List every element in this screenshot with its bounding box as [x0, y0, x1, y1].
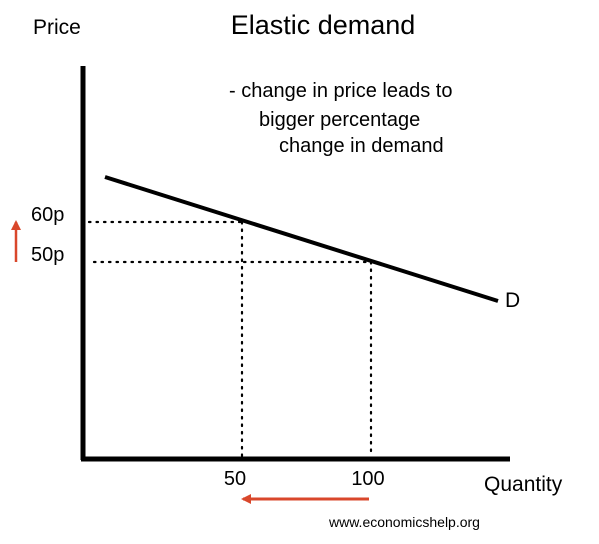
x-tick-label-50: 50 — [224, 468, 246, 490]
site-credit: www.economicshelp.org — [328, 514, 480, 530]
y-tick-label-50p: 50p — [31, 244, 64, 266]
x-tick-label-100: 100 — [351, 468, 384, 490]
demand-curve-label: D — [505, 289, 520, 312]
y-axis-label: Price — [33, 16, 81, 39]
demand-curve — [104, 175, 499, 303]
x-axis-label: Quantity — [484, 473, 563, 496]
annotation-line-1: - change in price leads to — [229, 80, 452, 102]
chart-title: Elastic demand — [231, 10, 416, 40]
y-tick-label-60p: 60p — [31, 204, 64, 226]
annotation-line-3: change in demand — [279, 135, 444, 157]
annotation-line-2: bigger percentage — [259, 109, 420, 131]
